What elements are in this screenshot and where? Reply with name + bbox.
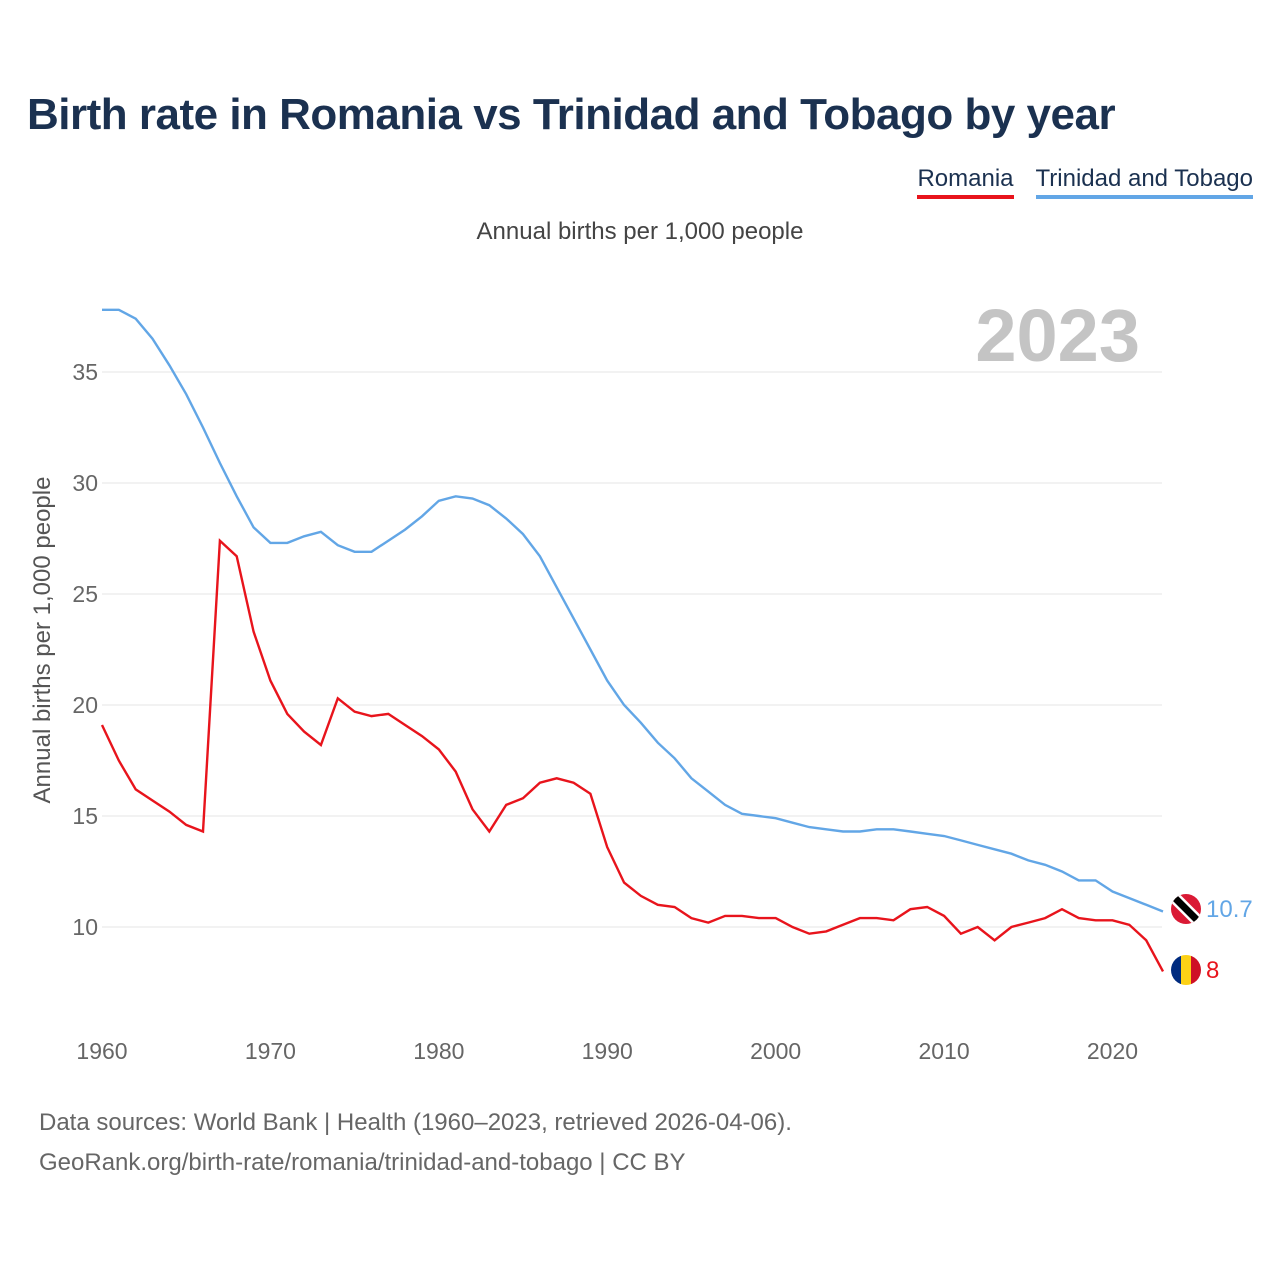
x-tick-label: 1970 bbox=[245, 1038, 296, 1064]
y-axis-ticks: 10 15 20 25 30 35 bbox=[72, 359, 98, 940]
chart-title: Birth rate in Romania vs Trinidad and To… bbox=[27, 90, 1116, 139]
year-watermark: 2023 bbox=[975, 294, 1140, 377]
gridlines bbox=[102, 371, 1162, 928]
trinidad-and-tobago-flag-icon bbox=[1171, 894, 1201, 924]
footer: Data sources: World Bank | Health (1960–… bbox=[39, 1103, 792, 1183]
line-chart: Annual births per 1,000 people 2023 Annu… bbox=[29, 218, 1253, 1064]
data-source-text: Data sources: World Bank | Health (1960–… bbox=[39, 1109, 792, 1136]
x-tick-label: 2000 bbox=[750, 1038, 801, 1064]
end-label-trinidad-and-tobago: 10.7 bbox=[1206, 896, 1253, 923]
y-tick-label: 30 bbox=[72, 470, 98, 496]
romania-flag-icon bbox=[1171, 955, 1201, 985]
x-tick-label: 2020 bbox=[1087, 1038, 1138, 1064]
y-tick-label: 15 bbox=[72, 803, 98, 829]
legend-item-trinidad-and-tobago[interactable]: Trinidad and Tobago bbox=[1035, 165, 1253, 199]
end-label-romania: 8 bbox=[1206, 957, 1219, 984]
y-tick-label: 20 bbox=[72, 692, 98, 718]
series-line-trinidad-and-tobago bbox=[102, 308, 1164, 913]
legend: Romania Trinidad and Tobago bbox=[917, 165, 1253, 199]
y-axis-label: Annual births per 1,000 people bbox=[29, 477, 56, 804]
y-tick-label: 25 bbox=[72, 581, 98, 607]
x-tick-label: 2010 bbox=[918, 1038, 969, 1064]
y-tick-label: 10 bbox=[72, 914, 98, 940]
source-url-text: GeoRank.org/birth-rate/romania/trinidad-… bbox=[39, 1149, 686, 1176]
y-tick-label: 35 bbox=[72, 359, 98, 385]
x-tick-label: 1990 bbox=[582, 1038, 633, 1064]
x-tick-label: 1980 bbox=[413, 1038, 464, 1064]
series-line-romania bbox=[100, 538, 1165, 972]
x-axis-ticks: 1960 1970 1980 1990 2000 2010 2020 bbox=[76, 1038, 1138, 1064]
x-tick-label: 1960 bbox=[76, 1038, 127, 1064]
legend-item-romania[interactable]: Romania bbox=[917, 165, 1014, 199]
chart-subtitle: Annual births per 1,000 people bbox=[477, 218, 804, 245]
